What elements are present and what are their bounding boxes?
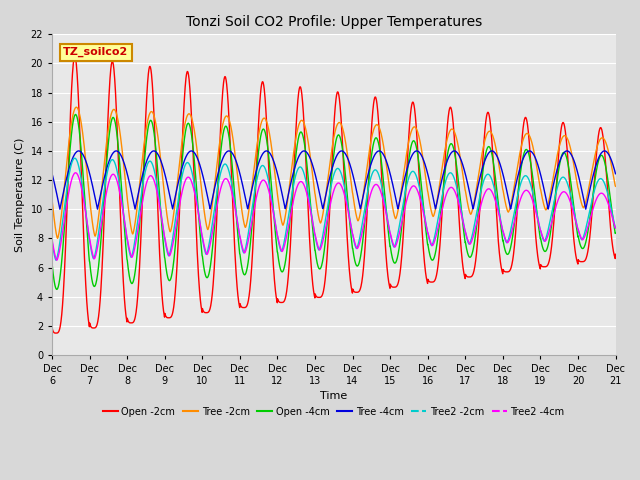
X-axis label: Time: Time [320,391,348,401]
Title: Tonzi Soil CO2 Profile: Upper Temperatures: Tonzi Soil CO2 Profile: Upper Temperatur… [186,15,482,29]
Legend: Open -2cm, Tree -2cm, Open -4cm, Tree -4cm, Tree2 -2cm, Tree2 -4cm: Open -2cm, Tree -2cm, Open -4cm, Tree -4… [99,403,568,420]
Y-axis label: Soil Temperature (C): Soil Temperature (C) [15,137,25,252]
Text: TZ_soilco2: TZ_soilco2 [63,47,129,58]
